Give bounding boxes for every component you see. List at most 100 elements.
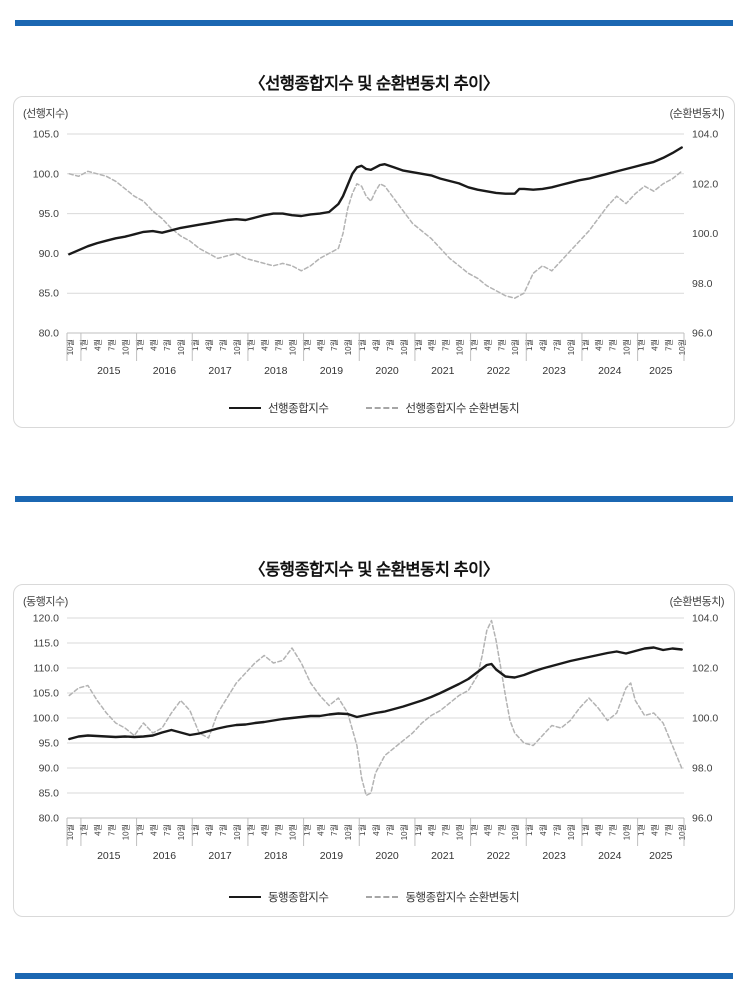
x-tick-label: 10월 bbox=[120, 824, 130, 840]
x-tick-label: 7월 bbox=[162, 339, 172, 351]
right-axis-tick-label: 96.0 bbox=[692, 328, 713, 340]
x-tick-label: 7월 bbox=[329, 339, 339, 351]
x-tick-label: 4월 bbox=[315, 339, 325, 351]
middle-divider-bar bbox=[15, 496, 733, 502]
chart1-legend-item-solid: 선행종합지수 bbox=[228, 400, 329, 416]
series-solid-line bbox=[68, 146, 683, 256]
x-tick-label: 7월 bbox=[663, 824, 673, 836]
x-tick-label: 10월 bbox=[399, 339, 409, 355]
chart1-left-axis-unit: (선행지수) bbox=[23, 108, 68, 120]
x-tick-label: 4월 bbox=[260, 339, 270, 351]
x-tick-label: 7월 bbox=[552, 339, 562, 351]
left-axis-tick-label: 120.0 bbox=[33, 613, 59, 625]
right-axis-tick-label: 102.0 bbox=[692, 663, 718, 675]
solid-line-swatch bbox=[228, 407, 261, 409]
x-tick-label: 1월 bbox=[79, 339, 89, 351]
x-tick-label: 1월 bbox=[413, 824, 423, 836]
x-tick-label: 1월 bbox=[357, 339, 367, 351]
x-tick-label: 1월 bbox=[413, 339, 423, 351]
right-axis-tick-label: 100.0 bbox=[692, 228, 718, 240]
left-axis-tick-label: 90.0 bbox=[39, 248, 60, 260]
left-axis-tick-label: 115.0 bbox=[34, 638, 60, 650]
left-axis-tick-label: 85.0 bbox=[39, 288, 60, 300]
x-tick-label: 1월 bbox=[301, 824, 311, 836]
x-tick-label: 10월 bbox=[343, 339, 353, 355]
year-label: 2024 bbox=[598, 850, 622, 862]
year-label: 2016 bbox=[153, 850, 177, 862]
x-tick-label: 7월 bbox=[496, 824, 506, 836]
chart2-legend-label-dashed: 동행종합지수 순환변동치 bbox=[405, 892, 520, 904]
x-tick-label: 10월 bbox=[232, 824, 242, 840]
x-tick-label: 10월 bbox=[455, 339, 465, 355]
x-tick-label: 4월 bbox=[482, 339, 492, 351]
x-tick-label: 7월 bbox=[385, 824, 395, 836]
x-tick-label: 4월 bbox=[204, 339, 214, 351]
x-tick-label: 1월 bbox=[190, 824, 200, 836]
right-axis-tick-label: 104.0 bbox=[692, 613, 718, 625]
year-label: 2022 bbox=[487, 850, 511, 862]
solid-line-swatch bbox=[228, 896, 261, 898]
x-tick-label: 1월 bbox=[468, 339, 478, 351]
x-tick-label: 7월 bbox=[608, 339, 618, 351]
chart2-legend: 동행종합지수 동행종합지수 순환변동치 bbox=[14, 889, 734, 905]
x-tick-label: 10월 bbox=[176, 824, 186, 840]
left-axis-tick-label: 90.0 bbox=[39, 763, 60, 775]
x-tick-label: 4월 bbox=[315, 824, 325, 836]
x-tick-label: 7월 bbox=[496, 339, 506, 351]
left-axis-tick-label: 105.0 bbox=[33, 129, 59, 141]
x-tick-label: 10월 bbox=[566, 824, 576, 840]
x-tick-label: 4월 bbox=[482, 824, 492, 836]
x-tick-label: 7월 bbox=[107, 339, 117, 351]
year-label: 2025 bbox=[649, 850, 673, 862]
x-tick-label: 4월 bbox=[594, 339, 604, 351]
x-tick-label: 10월 bbox=[176, 339, 186, 355]
x-tick-label: 7월 bbox=[552, 824, 562, 836]
x-tick-label: 7월 bbox=[329, 824, 339, 836]
left-axis-tick-label: 80.0 bbox=[39, 813, 60, 825]
x-tick-label: 4월 bbox=[148, 339, 158, 351]
series-solid-line bbox=[68, 646, 683, 741]
left-axis-tick-label: 100.0 bbox=[33, 168, 59, 180]
x-tick-label: 7월 bbox=[274, 824, 284, 836]
x-tick-label: 1월 bbox=[246, 339, 256, 351]
year-label: 2025 bbox=[649, 365, 673, 377]
year-label: 2019 bbox=[320, 365, 344, 377]
x-tick-label: 1월 bbox=[79, 824, 89, 836]
chart1-legend-label-solid: 선행종합지수 bbox=[267, 403, 329, 415]
x-tick-label: 4월 bbox=[93, 824, 103, 836]
chart1-title: 〈선행종합지수 및 순환변동치 추이〉 bbox=[249, 75, 499, 93]
right-axis-tick-label: 102.0 bbox=[692, 178, 718, 190]
x-tick-label: 4월 bbox=[260, 824, 270, 836]
x-tick-label: 1월 bbox=[635, 339, 645, 351]
x-tick-label: 1월 bbox=[580, 824, 590, 836]
x-tick-label: 10월 bbox=[287, 824, 297, 840]
year-label: 2015 bbox=[97, 365, 121, 377]
series-dashed-line bbox=[68, 619, 683, 797]
chart2-legend-item-dashed: 동행종합지수 순환변동치 bbox=[366, 889, 520, 905]
x-tick-label: 1월 bbox=[357, 824, 367, 836]
x-tick-label: 1월 bbox=[301, 339, 311, 351]
x-tick-label: 10월 bbox=[399, 824, 409, 840]
top-divider-bar bbox=[15, 20, 733, 26]
right-axis-tick-label: 104.0 bbox=[692, 129, 718, 141]
x-tick-label: 1월 bbox=[246, 824, 256, 836]
year-label: 2023 bbox=[542, 850, 566, 862]
x-tick-label: 4월 bbox=[148, 824, 158, 836]
x-tick-label: 7월 bbox=[663, 339, 673, 351]
chart2-legend-item-solid: 동행종합지수 bbox=[228, 889, 329, 905]
year-label: 2019 bbox=[320, 850, 344, 862]
x-tick-label: 10월 bbox=[287, 339, 297, 355]
year-label: 2022 bbox=[487, 365, 511, 377]
dashed-line-swatch bbox=[366, 407, 399, 409]
x-tick-label: 4월 bbox=[649, 824, 659, 836]
x-tick-label: 7월 bbox=[385, 339, 395, 351]
bottom-divider-bar bbox=[15, 973, 733, 979]
left-axis-tick-label: 95.0 bbox=[39, 208, 60, 220]
x-tick-label: 1월 bbox=[134, 824, 144, 836]
chart1-plot: 105.0 100.0 95.0 90.0 85.0 80.0 104.0 102.0 100.… bbox=[33, 129, 719, 378]
x-tick-label: 1월 bbox=[524, 339, 534, 351]
year-label: 2021 bbox=[431, 850, 455, 862]
x-tick-label: 4월 bbox=[594, 824, 604, 836]
x-tick-label: 10월 bbox=[622, 339, 632, 355]
